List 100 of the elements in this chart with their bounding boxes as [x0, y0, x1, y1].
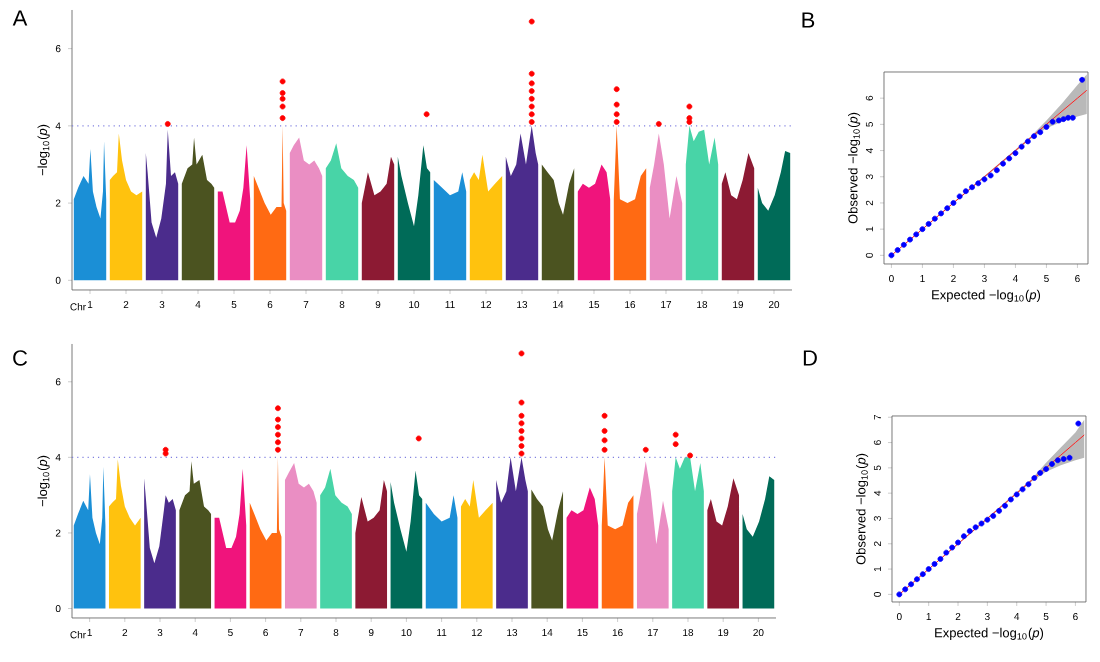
- point: [969, 184, 975, 191]
- chart-title: B: [802, 12, 815, 28]
- point: [914, 576, 920, 583]
- point: [528, 18, 535, 25]
- point: [919, 571, 926, 578]
- point: [1055, 117, 1062, 124]
- point: [1054, 457, 1061, 464]
- point: [423, 111, 430, 118]
- point: [981, 176, 988, 183]
- point: [601, 446, 608, 453]
- point: [613, 111, 620, 118]
- point: [518, 420, 525, 427]
- point: [950, 200, 957, 206]
- point: [1069, 114, 1076, 121]
- point: [528, 111, 535, 118]
- point: [1024, 138, 1031, 145]
- point: [1037, 470, 1044, 476]
- point: [931, 215, 938, 222]
- point: [162, 446, 169, 453]
- point: [528, 88, 535, 94]
- point: [1018, 143, 1025, 150]
- point: [944, 205, 951, 212]
- point: [972, 524, 979, 531]
- point: [275, 446, 281, 453]
- chart-title: A: [12, 10, 28, 26]
- point: [601, 428, 608, 434]
- point: [528, 95, 535, 102]
- point: [279, 103, 286, 110]
- point: [642, 446, 649, 453]
- point: [931, 561, 938, 567]
- point: [993, 167, 1000, 174]
- point: [1002, 502, 1008, 509]
- point: [518, 450, 525, 457]
- point: [1079, 76, 1085, 83]
- point: [1031, 475, 1038, 481]
- point: [528, 70, 535, 77]
- point: [672, 431, 679, 438]
- point: [528, 103, 535, 110]
- point: [925, 566, 932, 572]
- point: [686, 103, 693, 110]
- point: [613, 86, 620, 93]
- point: [1043, 124, 1050, 130]
- point: [279, 115, 286, 122]
- point: [960, 533, 967, 540]
- point: [275, 405, 281, 412]
- point: [518, 412, 525, 419]
- point: [937, 556, 944, 562]
- point: [919, 226, 926, 233]
- point: [518, 435, 525, 442]
- chart-title: C: [13, 350, 28, 366]
- point: [900, 241, 907, 248]
- point: [1006, 155, 1013, 162]
- point: [162, 450, 169, 457]
- point: [613, 101, 620, 108]
- point: [687, 452, 694, 459]
- point: [943, 549, 950, 556]
- point: [894, 247, 901, 253]
- point: [984, 516, 991, 523]
- point: [415, 435, 422, 442]
- point: [978, 520, 985, 527]
- point: [275, 439, 281, 446]
- point: [987, 172, 994, 179]
- point: [1007, 496, 1014, 503]
- point: [275, 431, 281, 438]
- point: [601, 437, 608, 444]
- point: [975, 180, 982, 187]
- point: [1049, 118, 1056, 125]
- point: [1060, 456, 1067, 462]
- point: [518, 350, 525, 357]
- point: [1013, 491, 1020, 498]
- point: [907, 236, 913, 243]
- point: [164, 121, 171, 127]
- point: [938, 210, 944, 217]
- point: [518, 399, 525, 406]
- point: [275, 416, 281, 423]
- point: [962, 188, 969, 195]
- point: [1012, 150, 1019, 157]
- point: [275, 424, 281, 431]
- point: [966, 528, 973, 535]
- point: [902, 586, 909, 593]
- chart-title: D: [803, 350, 817, 366]
- point: [518, 428, 525, 434]
- point: [896, 591, 903, 598]
- point: [996, 507, 1003, 514]
- point: [279, 90, 286, 96]
- point: [655, 121, 662, 127]
- point: [672, 441, 679, 448]
- point: [1065, 114, 1072, 121]
- point: [1075, 420, 1082, 427]
- point: [925, 221, 932, 227]
- point: [1049, 461, 1055, 467]
- point: [1031, 133, 1037, 140]
- point: [1060, 116, 1067, 123]
- point: [913, 231, 920, 238]
- point: [1019, 486, 1026, 493]
- point: [956, 193, 963, 200]
- point: [601, 412, 608, 419]
- point: [518, 443, 525, 449]
- point: [1037, 129, 1044, 136]
- point: [908, 581, 914, 588]
